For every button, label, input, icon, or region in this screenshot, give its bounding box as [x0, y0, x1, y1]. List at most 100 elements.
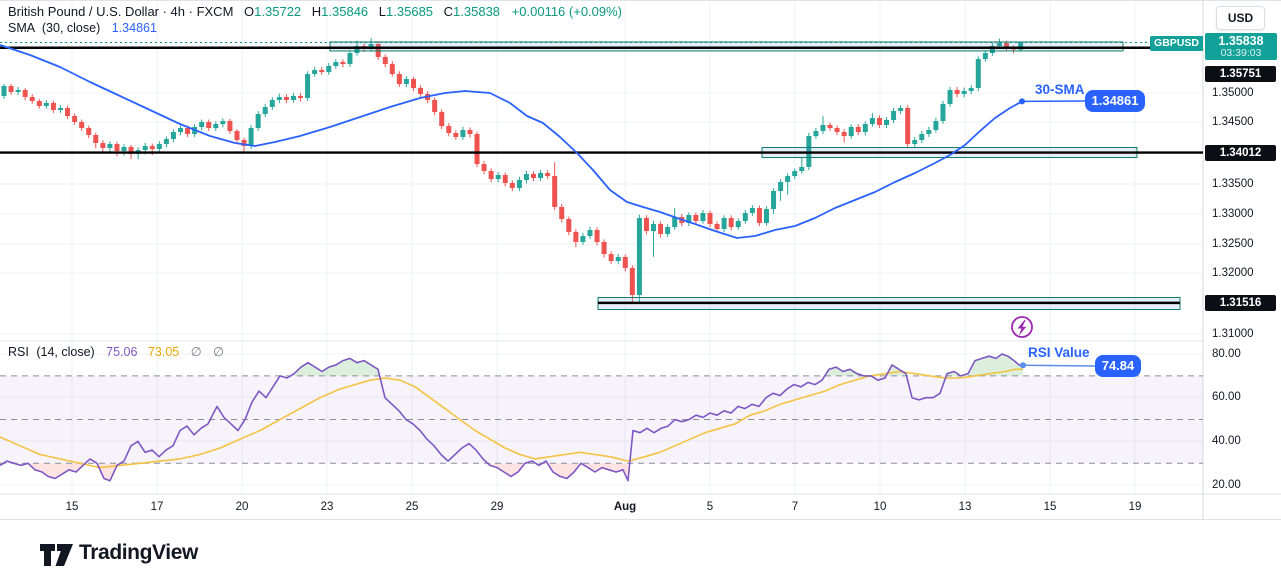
- candle-down: [467, 129, 473, 135]
- candle-up: [792, 171, 798, 177]
- candle-up: [460, 129, 466, 137]
- candle-up: [813, 131, 819, 137]
- candle-up: [213, 124, 219, 128]
- candle-down: [86, 128, 92, 135]
- candle-down: [340, 61, 346, 65]
- candle-up: [290, 96, 296, 100]
- tradingview-wordmark[interactable]: TradingView: [79, 541, 198, 564]
- candle-up: [368, 44, 374, 50]
- candle-up: [862, 124, 868, 133]
- candle-down: [552, 176, 558, 207]
- time-axis-label: 29: [490, 501, 504, 513]
- ohlc-high-label: H: [311, 4, 322, 19]
- candle-up: [255, 114, 261, 128]
- candle-down: [29, 96, 35, 102]
- candle-down: [418, 88, 424, 95]
- rsi-callout-label[interactable]: RSI Value: [1028, 345, 1090, 360]
- candlestick-series: [1, 38, 1024, 303]
- candle-down: [439, 111, 445, 127]
- candle-up: [199, 121, 205, 127]
- candle-up: [898, 108, 904, 112]
- candle-down: [841, 132, 847, 137]
- sma-callout-badge[interactable]: 1.34861: [1085, 90, 1145, 112]
- candle-down: [509, 183, 515, 188]
- candle-up: [968, 88, 974, 92]
- price-level-badge: 1.35751: [1205, 66, 1276, 82]
- candle-down: [531, 174, 536, 178]
- candle-down: [622, 256, 628, 268]
- candle-down: [954, 89, 960, 95]
- rsi-legend-empty2: ∅: [213, 345, 224, 359]
- candle-down: [608, 254, 614, 262]
- lightning-marker[interactable]: [1011, 316, 1033, 338]
- sma-legend[interactable]: SMA (30, close) 1.34861: [8, 21, 157, 35]
- rsi-ma-line[interactable]: [0, 368, 1024, 469]
- candle-up: [1018, 42, 1024, 50]
- candle-up: [989, 46, 995, 53]
- pane-borders: [0, 0, 1281, 520]
- candle-up: [170, 132, 176, 140]
- candle-down: [72, 116, 78, 122]
- candle-down: [855, 126, 861, 133]
- time-axis-label: 7: [791, 501, 799, 513]
- candle-up: [785, 176, 791, 182]
- price-levels[interactable]: [0, 46, 1203, 305]
- rsi-callout-dot: [1020, 362, 1026, 369]
- time-axis-label: 13: [958, 501, 972, 513]
- symbol-legend[interactable]: British Pound / U.S. Dollar · 4h · FXCM …: [8, 4, 622, 19]
- candle-down: [488, 171, 494, 180]
- candle-down: [36, 101, 42, 107]
- candle-down: [79, 121, 85, 128]
- grid-lines: [0, 0, 1203, 494]
- candle-down: [298, 96, 304, 98]
- candle-down: [283, 96, 289, 100]
- sma-legend-value: 1.34861: [111, 21, 157, 35]
- candle-up: [636, 218, 642, 295]
- candle-up: [347, 53, 353, 65]
- currency-toggle-button[interactable]: USD: [1216, 6, 1265, 30]
- time-axis-label: 25: [405, 501, 419, 513]
- rsi-legend[interactable]: RSI (14, close) 75.06 73.05 ∅ ∅: [8, 344, 224, 359]
- candle-up: [799, 166, 805, 172]
- candle-up: [721, 218, 727, 230]
- sma-callout-label[interactable]: 30-SMA: [1035, 82, 1085, 97]
- candle-down: [389, 64, 395, 75]
- candle-down: [453, 133, 459, 137]
- candle-up: [495, 174, 501, 180]
- rsi-callout-line: [1022, 364, 1096, 367]
- rsi-legend-empty1: ∅: [190, 345, 202, 359]
- rsi-legend-name: RSI: [8, 345, 29, 359]
- candle-down: [241, 139, 247, 147]
- candle-up: [523, 174, 529, 180]
- candle-up: [933, 121, 939, 130]
- candle-up: [276, 96, 282, 100]
- sma-legend-params: (30, close): [41, 21, 101, 35]
- price-axis-label: 1.33000: [1212, 208, 1254, 220]
- candle-down: [658, 224, 664, 235]
- candle-up: [940, 103, 946, 122]
- ohlc-close-value: 1.35838: [453, 4, 501, 19]
- tradingview-logo-icon[interactable]: [40, 544, 73, 566]
- rsi-line[interactable]: [0, 353, 1024, 482]
- candle-down: [149, 146, 155, 150]
- rsi-ma-legend-value: 73.05: [147, 345, 180, 359]
- candle-up: [891, 111, 897, 120]
- candle-up: [538, 173, 544, 178]
- candle-up: [926, 129, 932, 135]
- rsi-callout-badge[interactable]: 74.84: [1095, 355, 1141, 377]
- price-level-badge: 1.31516: [1205, 295, 1276, 311]
- candle-down: [410, 79, 416, 88]
- candle-down: [573, 231, 579, 242]
- candle-down: [629, 268, 635, 295]
- support-resistance-zone[interactable]: [329, 41, 1124, 52]
- candle-up: [848, 126, 854, 137]
- candle-down: [206, 121, 212, 128]
- candle-up: [947, 89, 953, 104]
- candle-down: [234, 131, 240, 140]
- candle-down: [545, 173, 551, 177]
- candle-down: [643, 218, 649, 232]
- sma-30-line[interactable]: [0, 44, 1023, 239]
- ohlc-close-label: C: [443, 4, 454, 19]
